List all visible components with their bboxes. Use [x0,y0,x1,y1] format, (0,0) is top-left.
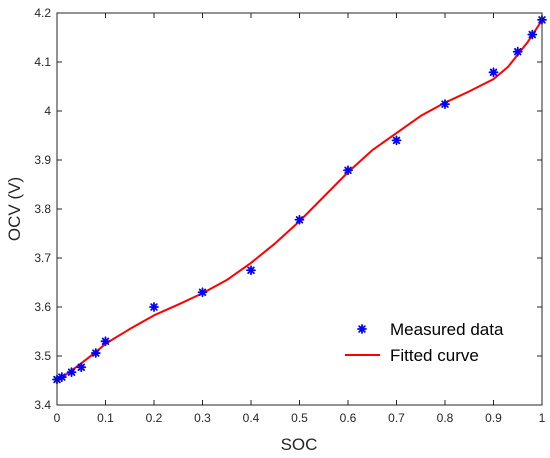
y-tick-label: 3.6 [34,300,51,314]
y-tick-label: 3.4 [34,398,51,412]
y-tick-label: 4.2 [34,6,51,20]
measured-data-point [294,214,305,225]
y-tick-label: 3.5 [34,349,51,363]
measured-data-point [343,165,353,176]
measured-data-point [56,372,67,382]
x-tick-label: 0.4 [243,411,260,425]
measured-data-point [197,287,208,298]
x-tick-label: 0.5 [291,411,308,425]
y-tick-label: 3.8 [34,202,51,216]
measured-data-point [391,135,402,146]
measured-data-point [527,29,538,40]
measured-data-point [66,367,77,378]
legend-marker-measured [357,324,367,334]
legend-label: Measured data [390,320,504,339]
measured-data-point [440,99,450,110]
x-tick-label: 0.7 [388,411,405,425]
x-tick-label: 1 [539,411,546,425]
y-tick-label: 4.1 [34,55,51,69]
measured-data-point [149,302,159,312]
x-tick-label: 0 [54,411,61,425]
measured-data-point [90,348,101,358]
x-tick-label: 0.1 [97,411,114,425]
measured-data-point [100,336,111,347]
x-tick-label: 0.6 [340,411,357,425]
x-axis-label: SOC [281,435,318,454]
x-tick-label: 0.3 [194,411,211,425]
y-axis-label: OCV (V) [5,177,24,241]
x-tick-label: 0.9 [485,411,502,425]
y-tick-label: 3.9 [34,153,51,167]
legend-label: Fitted curve [390,346,479,365]
x-tick-label: 0.8 [437,411,454,425]
measured-data-point [246,265,256,276]
x-tick-label: 0.2 [146,411,163,425]
y-tick-label: 4 [44,104,51,118]
y-tick-label: 3.7 [34,251,51,265]
measured-data-point [488,67,499,78]
measured-data-point [76,362,87,373]
legend: Measured data Fitted curve [345,320,504,365]
measured-data-point [512,46,523,57]
